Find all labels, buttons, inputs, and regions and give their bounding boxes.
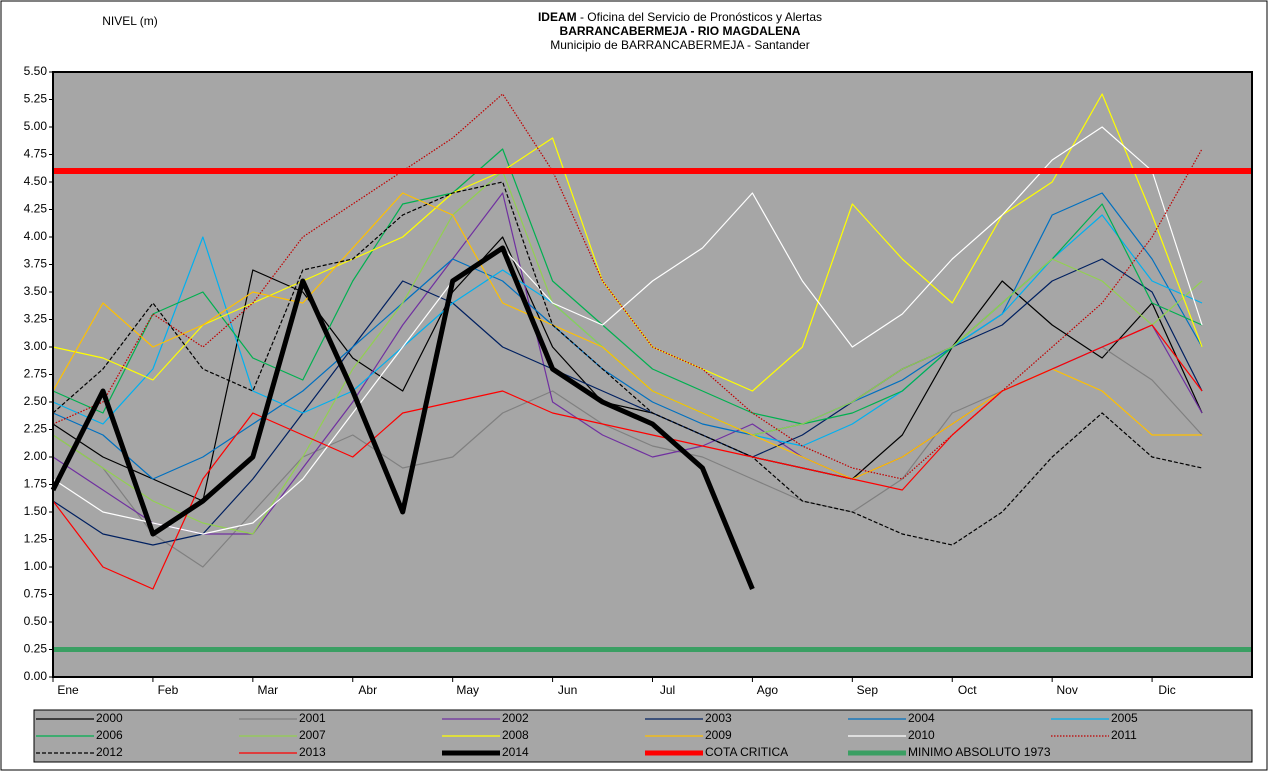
plot-border [52,71,1253,678]
y-tick-label: 1.75 [24,477,48,491]
x-tick-label: Dic [1158,683,1175,697]
y-tick-label: 4.75 [24,147,48,161]
series-line [52,126,1203,535]
y-tick-label: 2.00 [24,449,48,463]
x-tick-label: May [456,683,479,697]
legend-label: 2003 [705,711,732,725]
legend-label: 2014 [502,745,529,759]
series-line [52,258,1203,546]
series-line [52,93,1203,480]
y-tick-label: 3.25 [24,312,48,326]
y-tick-label: 0.25 [24,642,48,656]
legend-label: 2007 [299,728,326,742]
legend-label: 2006 [96,728,123,742]
x-tick-label: Sep [857,683,879,697]
legend-label: 2008 [502,728,529,742]
title-org: IDEAM [538,10,577,24]
legend-label: 2004 [908,711,935,725]
series-line [52,192,1203,480]
legend-label: 2009 [705,728,732,742]
x-tick-label: Feb [158,683,179,697]
chart-subtitle: Municipio de BARRANCABERMEJA - Santander [550,38,809,52]
legend-label: 2011 [1111,728,1137,742]
y-tick-label: 4.00 [24,229,48,243]
legend-box [33,709,1253,763]
y-tick-label: 0.00 [24,669,48,683]
series-line [52,181,1203,546]
x-tick-label: Ago [757,683,779,697]
y-tick-label: 2.25 [24,422,48,436]
y-tick-label: 2.75 [24,367,48,381]
y-tick-label: 3.00 [24,339,48,353]
x-tick-label: Mar [257,683,278,697]
y-tick-label: 0.75 [24,587,48,601]
y-tick-label: 1.50 [24,504,48,518]
legend-label: 2013 [299,745,326,759]
series-line [52,236,1203,502]
series-line [52,324,1203,590]
title-office: - Oficina del Servicio de Pronósticos y … [577,10,822,24]
y-tick-label: 3.50 [24,284,48,298]
x-tick-label: Abr [358,683,377,697]
legend-label: MINIMO ABSOLUTO 1973 [908,745,1051,759]
y-tick-label: 5.25 [24,92,48,106]
x-tick-label: Jun [558,683,577,697]
legend-label: 2010 [908,728,935,742]
legend-label: 2001 [299,711,326,725]
chart-title: BARRANCABERMEJA - RIO MAGDALENA [560,24,801,38]
legend-label: 2005 [1111,711,1138,725]
legend-label: COTA CRITICA [705,745,788,759]
y-tick-label: 2.50 [24,394,48,408]
legend-label: 2000 [96,711,123,725]
y-tick-label: 3.75 [24,257,48,271]
title-line: IDEAM - Oficina del Servicio de Pronósti… [538,10,822,24]
y-tick-label: 1.00 [24,559,48,573]
y-tick-label: 1.25 [24,532,48,546]
y-tick-label: 5.50 [24,64,48,78]
x-tick-label: Ene [57,683,79,697]
x-tick-label: Nov [1056,683,1077,697]
x-tick-label: Oct [958,683,977,697]
y-tick-label: 4.50 [24,174,48,188]
y-axis-label: NIVEL (m) [102,14,158,28]
series-line [50,245,755,590]
y-tick-label: 5.00 [24,119,48,133]
legend-label: 2012 [96,745,123,759]
y-tick-label: 0.50 [24,614,48,628]
y-tick-label: 4.25 [24,202,48,216]
plot-area [53,72,1252,677]
legend-label: 2002 [502,711,529,725]
x-tick-label: Jul [660,683,675,697]
